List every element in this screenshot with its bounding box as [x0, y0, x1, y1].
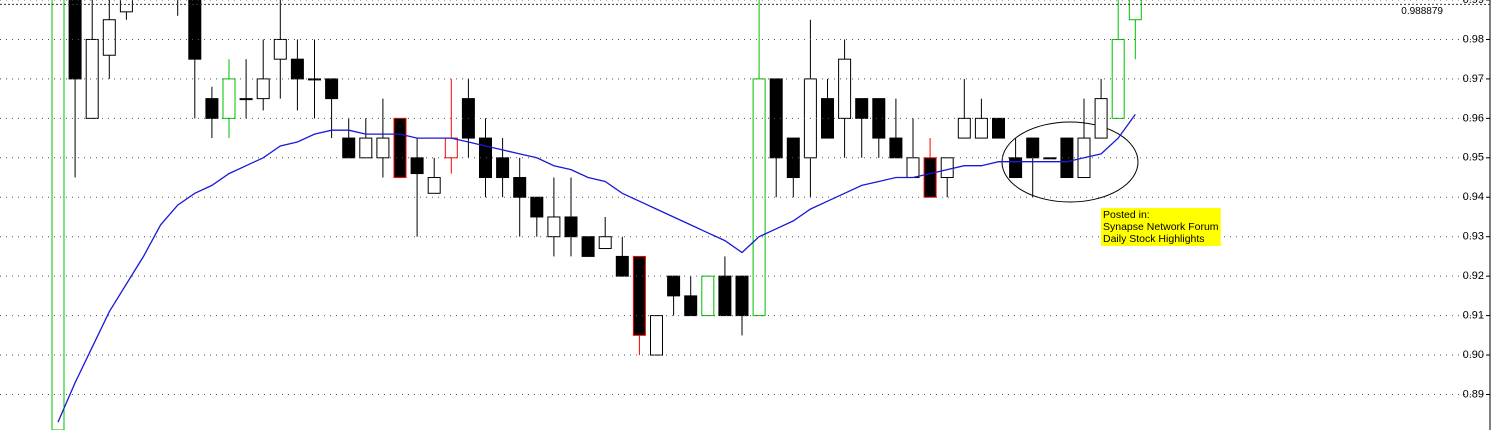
candle-body	[102, 19, 116, 56]
candle-body	[838, 58, 852, 119]
candle-body	[325, 78, 339, 100]
candle-body	[290, 58, 304, 80]
y-tick-label: 0.97	[1463, 73, 1484, 85]
candle-body	[444, 137, 458, 159]
candle-body	[479, 137, 492, 179]
candle-body	[547, 216, 561, 238]
y-tick-label: 0.98	[1463, 33, 1484, 45]
candle-body	[769, 78, 783, 159]
candle-body	[376, 137, 390, 159]
candle-body	[821, 98, 834, 139]
y-tick-label: 0.96	[1463, 112, 1484, 124]
candle-body	[1009, 157, 1023, 179]
candle-body	[496, 157, 510, 179]
candle-body	[51, 0, 65, 430]
candle-body	[889, 137, 903, 159]
candle-body	[992, 117, 1005, 139]
candle-body	[205, 98, 219, 119]
candle-body	[667, 275, 681, 297]
candle-body	[718, 275, 732, 317]
candle-body	[581, 236, 595, 257]
annotation-bg	[1101, 208, 1221, 246]
candle-body	[68, 0, 82, 80]
y-tick-label: 0.91	[1463, 310, 1484, 322]
candle-body	[615, 255, 629, 277]
candle-body	[393, 117, 407, 179]
annotation-line: Synapse Network Forum	[1103, 221, 1219, 233]
candle-body	[752, 78, 766, 317]
candle-body	[650, 315, 663, 356]
candle-body	[735, 275, 749, 317]
y-tick-label: 0.95	[1463, 152, 1484, 164]
candle-body	[308, 78, 321, 81]
candle-body	[188, 0, 202, 60]
candle-body	[598, 236, 612, 250]
candle-body	[119, 0, 133, 13]
candle-body	[239, 98, 253, 101]
last-price-label: 0.988879	[1401, 6, 1443, 17]
candle-body	[222, 78, 236, 119]
candle-body	[974, 117, 988, 139]
candle-body	[342, 137, 356, 159]
candle-body	[273, 38, 287, 60]
y-tick-label: 0.99	[1463, 0, 1484, 6]
y-tick-label: 0.94	[1463, 191, 1484, 203]
y-tick-label: 0.93	[1463, 231, 1484, 243]
candle-body	[957, 117, 971, 139]
candle-body	[359, 137, 373, 159]
candle-body	[684, 295, 698, 317]
candle-body	[701, 275, 715, 317]
y-tick-label: 0.92	[1463, 270, 1484, 282]
candle-body	[923, 157, 937, 198]
candle-body	[632, 255, 646, 336]
candle-body	[906, 157, 920, 179]
candle-body	[410, 157, 424, 175]
moving-average	[57, 114, 1136, 423]
candle-body	[1026, 137, 1040, 159]
candle-body	[1094, 98, 1108, 139]
candle-body	[1111, 38, 1125, 119]
annotation-line: Daily Stock Highlights	[1103, 233, 1205, 245]
candle-body	[1060, 137, 1074, 179]
candle-body	[786, 137, 800, 179]
candle-body	[256, 78, 270, 100]
y-tick-label: 0.90	[1463, 349, 1484, 361]
candle-body	[85, 38, 99, 119]
candle-body	[855, 98, 869, 119]
candle-body	[513, 177, 527, 198]
annotation-line: Posted in:	[1103, 209, 1150, 221]
candle-body	[427, 177, 441, 194]
candle-body	[872, 98, 886, 139]
candle-body	[1043, 157, 1057, 160]
y-tick-label: 0.89	[1463, 388, 1484, 400]
candle-body	[1128, 0, 1142, 21]
candle-body	[564, 216, 578, 238]
candle-body	[530, 196, 544, 218]
plot-area	[51, 0, 1142, 430]
candle-body	[940, 157, 954, 179]
